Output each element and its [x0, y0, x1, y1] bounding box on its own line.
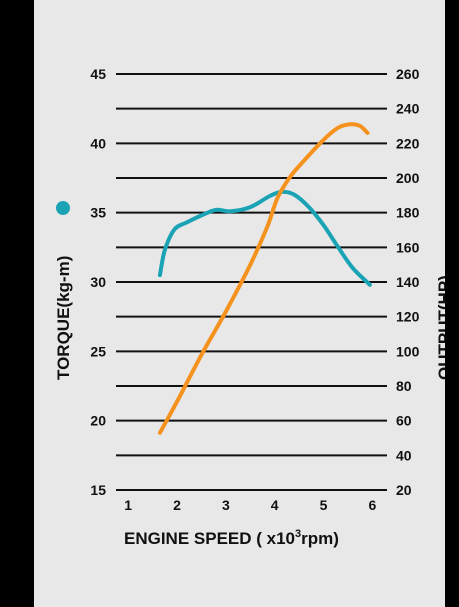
left-tick-label: 40 [90, 135, 106, 151]
torque-legend-marker [56, 201, 70, 215]
right-tick-label: 60 [396, 413, 412, 429]
right-tick-label: 180 [396, 205, 420, 221]
x-tick-label: 2 [173, 497, 181, 513]
x-axis-title: ENGINE SPEED ( x103rpm) [124, 528, 339, 548]
left-tick-label: 25 [90, 343, 106, 359]
series-lines [157, 122, 372, 435]
right-tick-label: 220 [396, 135, 420, 151]
y-axis-left-title: TORQUE(kg-m) [54, 256, 73, 380]
left-tick-label: 20 [90, 413, 106, 429]
x-tick-label: 5 [320, 497, 328, 513]
right-tick-label: 100 [396, 343, 420, 359]
x-tick-label: 3 [222, 497, 230, 513]
right-tick-label: 200 [396, 170, 420, 186]
output-series-line [157, 122, 370, 435]
x-tick-label: 1 [124, 497, 132, 513]
x-tick-label: 4 [271, 497, 279, 513]
right-tick-label: 240 [396, 101, 420, 117]
left-tick-label: 45 [90, 66, 106, 82]
x-axis-ticks: 1 2 3 4 5 6 [124, 497, 376, 513]
right-tick-label: 160 [396, 239, 420, 255]
x-axis-title-superscript: 3 [295, 528, 301, 540]
chart-panel: 15 20 25 30 35 40 45 20 40 60 80 100 120 140 160 180 20… [34, 0, 445, 607]
left-axis-ticks: 15 20 25 30 35 40 45 [90, 66, 106, 498]
x-axis-title-suffix: rpm) [301, 529, 339, 548]
torque-series-line [157, 189, 372, 287]
y-axis-right-title: OUTPUT(HP) [435, 275, 445, 380]
right-tick-label: 140 [396, 274, 420, 290]
right-tick-label: 260 [396, 66, 420, 82]
left-tick-label: 15 [90, 482, 106, 498]
right-tick-label: 20 [396, 482, 412, 498]
grid-lines [116, 73, 387, 491]
left-tick-label: 30 [90, 274, 106, 290]
left-tick-label: 35 [90, 205, 106, 221]
x-tick-label: 6 [368, 497, 376, 513]
x-axis-title-main: ENGINE SPEED ( x10 [124, 529, 295, 548]
right-axis-ticks: 20 40 60 80 100 120 140 160 180 200 220 240 260 [396, 66, 420, 498]
right-tick-label: 40 [396, 447, 412, 463]
right-tick-label: 120 [396, 309, 420, 325]
right-tick-label: 80 [396, 378, 412, 394]
